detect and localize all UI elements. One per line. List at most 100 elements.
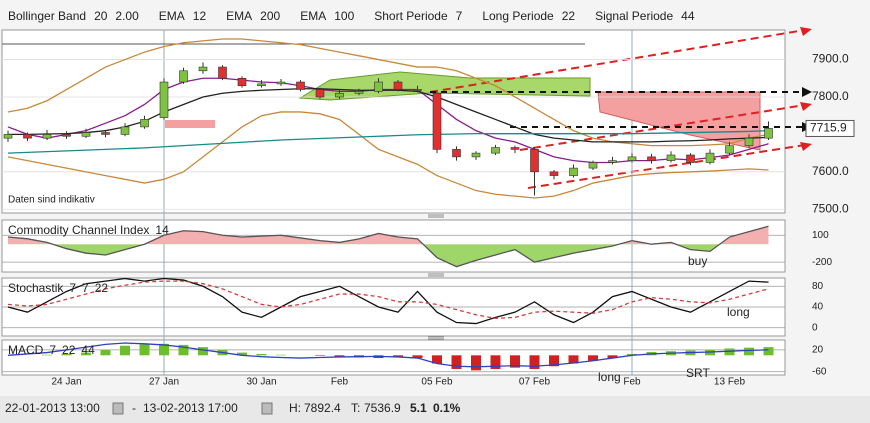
legend-name: EMA bbox=[300, 9, 326, 23]
y-tick-label: 0 bbox=[812, 322, 818, 333]
candle-body bbox=[725, 145, 734, 154]
candle-body bbox=[335, 92, 344, 98]
legend-name: Short Periode bbox=[374, 9, 448, 23]
annotation: SRT bbox=[686, 366, 710, 380]
last-price: 7715.9 bbox=[810, 121, 847, 135]
candle-body bbox=[257, 83, 266, 87]
annotation: long bbox=[727, 305, 750, 319]
candle-body bbox=[764, 128, 773, 139]
candle-body bbox=[81, 132, 91, 137]
candle-body bbox=[354, 91, 364, 94]
y-tick-label: 7500.0 bbox=[812, 201, 849, 215]
candle-body bbox=[666, 154, 676, 161]
line-series bbox=[7, 130, 769, 154]
line-series bbox=[7, 280, 769, 320]
histogram-bar bbox=[412, 355, 423, 359]
y-tick-label: 7800.0 bbox=[812, 89, 849, 103]
candle-body bbox=[198, 66, 208, 72]
candle-body bbox=[588, 162, 598, 169]
low-label: T: bbox=[351, 401, 360, 415]
header: Bollinger Band 20 2.00 EMA 12 EMA 200 EMA 100 Sho… bbox=[8, 9, 695, 23]
histogram-bar bbox=[607, 355, 618, 359]
y-tick-label: 40 bbox=[812, 302, 824, 313]
candle-body bbox=[744, 137, 754, 146]
dash: - bbox=[132, 401, 136, 415]
candle-body bbox=[452, 149, 461, 158]
candle-body bbox=[549, 171, 559, 176]
legend-param: 12 bbox=[193, 9, 207, 23]
y-tick-label: 7900.0 bbox=[812, 52, 849, 66]
line-series bbox=[7, 38, 769, 147]
x-tick-label: 05 Feb bbox=[421, 377, 453, 388]
low-value: 7536.9 bbox=[364, 401, 401, 415]
histogram-bar bbox=[568, 355, 579, 364]
histogram-bar bbox=[724, 348, 735, 356]
panel-param: 7 bbox=[82, 281, 89, 295]
legend-name: Long Periode bbox=[482, 9, 554, 23]
histogram-bar bbox=[744, 347, 754, 356]
histogram-bar bbox=[432, 355, 442, 364]
candle-body bbox=[374, 81, 383, 92]
panel-param: 44 bbox=[81, 343, 95, 357]
histogram-bar bbox=[763, 347, 774, 356]
histogram-bar bbox=[276, 354, 286, 356]
plots: 7500.0 7600.0 7800.0 7900.0 7715.9 24 Jan 27 J… bbox=[2, 38, 855, 388]
legend-param: 7 bbox=[456, 9, 463, 23]
histogram-bar bbox=[100, 349, 111, 356]
histogram-bar bbox=[237, 352, 247, 356]
histogram-bar bbox=[120, 345, 130, 356]
legend-name: Bollinger Band bbox=[8, 9, 86, 23]
legend-param: 200 bbox=[260, 9, 280, 23]
annotation: buy bbox=[688, 254, 707, 268]
change-pct: 0.1% bbox=[433, 401, 461, 415]
panel-param: 22 bbox=[95, 281, 109, 295]
histogram-bar bbox=[529, 355, 540, 369]
legend-param: 20 bbox=[94, 9, 108, 23]
cloud-red bbox=[165, 120, 215, 128]
candle-body bbox=[101, 132, 110, 135]
panel-param: 7 bbox=[69, 281, 76, 295]
annotation: Daten sind indikativ bbox=[8, 195, 95, 206]
high-value: 7892.4 bbox=[304, 401, 341, 415]
line-series bbox=[7, 111, 769, 199]
y-tick-label: -60 bbox=[812, 366, 827, 377]
histogram-bar bbox=[198, 347, 208, 356]
candle-body bbox=[62, 134, 71, 137]
calendar-icon[interactable] bbox=[261, 402, 273, 415]
candle-body bbox=[140, 119, 149, 128]
x-tick-label: Feb bbox=[331, 377, 349, 388]
candle-body bbox=[315, 89, 325, 98]
line-series bbox=[8, 88, 769, 143]
candle-body bbox=[23, 134, 32, 139]
x-tick-label: Feb bbox=[623, 377, 641, 388]
candle-body bbox=[510, 147, 520, 150]
legend-param: 22 bbox=[562, 9, 576, 23]
x-tick-label: 13 Feb bbox=[714, 377, 746, 388]
arrow-heads bbox=[800, 27, 812, 151]
line-series bbox=[7, 225, 769, 268]
panel-title: MACD bbox=[8, 343, 44, 357]
candle-body bbox=[413, 89, 422, 91]
cloud-green bbox=[298, 71, 591, 101]
trend-lines bbox=[429, 29, 806, 189]
candle-body bbox=[179, 70, 188, 83]
footer-bar bbox=[0, 396, 870, 423]
histogram-bar bbox=[159, 343, 169, 356]
line-series bbox=[7, 77, 769, 164]
candle-body bbox=[530, 149, 539, 173]
legend-name: Signal Periode bbox=[595, 9, 673, 23]
legend-param: 2.00 bbox=[115, 9, 139, 23]
histogram-bar bbox=[61, 353, 72, 356]
line-series bbox=[7, 277, 769, 325]
start-date: 22-01-2013 13:00 bbox=[5, 401, 100, 415]
histogram-bar bbox=[510, 355, 520, 368]
calendar-icon[interactable] bbox=[112, 402, 124, 415]
candle-body bbox=[432, 92, 442, 150]
candle-body bbox=[276, 81, 286, 85]
histogram-bar bbox=[549, 355, 559, 367]
histogram-bar bbox=[627, 353, 637, 356]
candle-body bbox=[686, 154, 695, 163]
legend-param: 44 bbox=[681, 9, 695, 23]
candle-body bbox=[569, 167, 578, 176]
